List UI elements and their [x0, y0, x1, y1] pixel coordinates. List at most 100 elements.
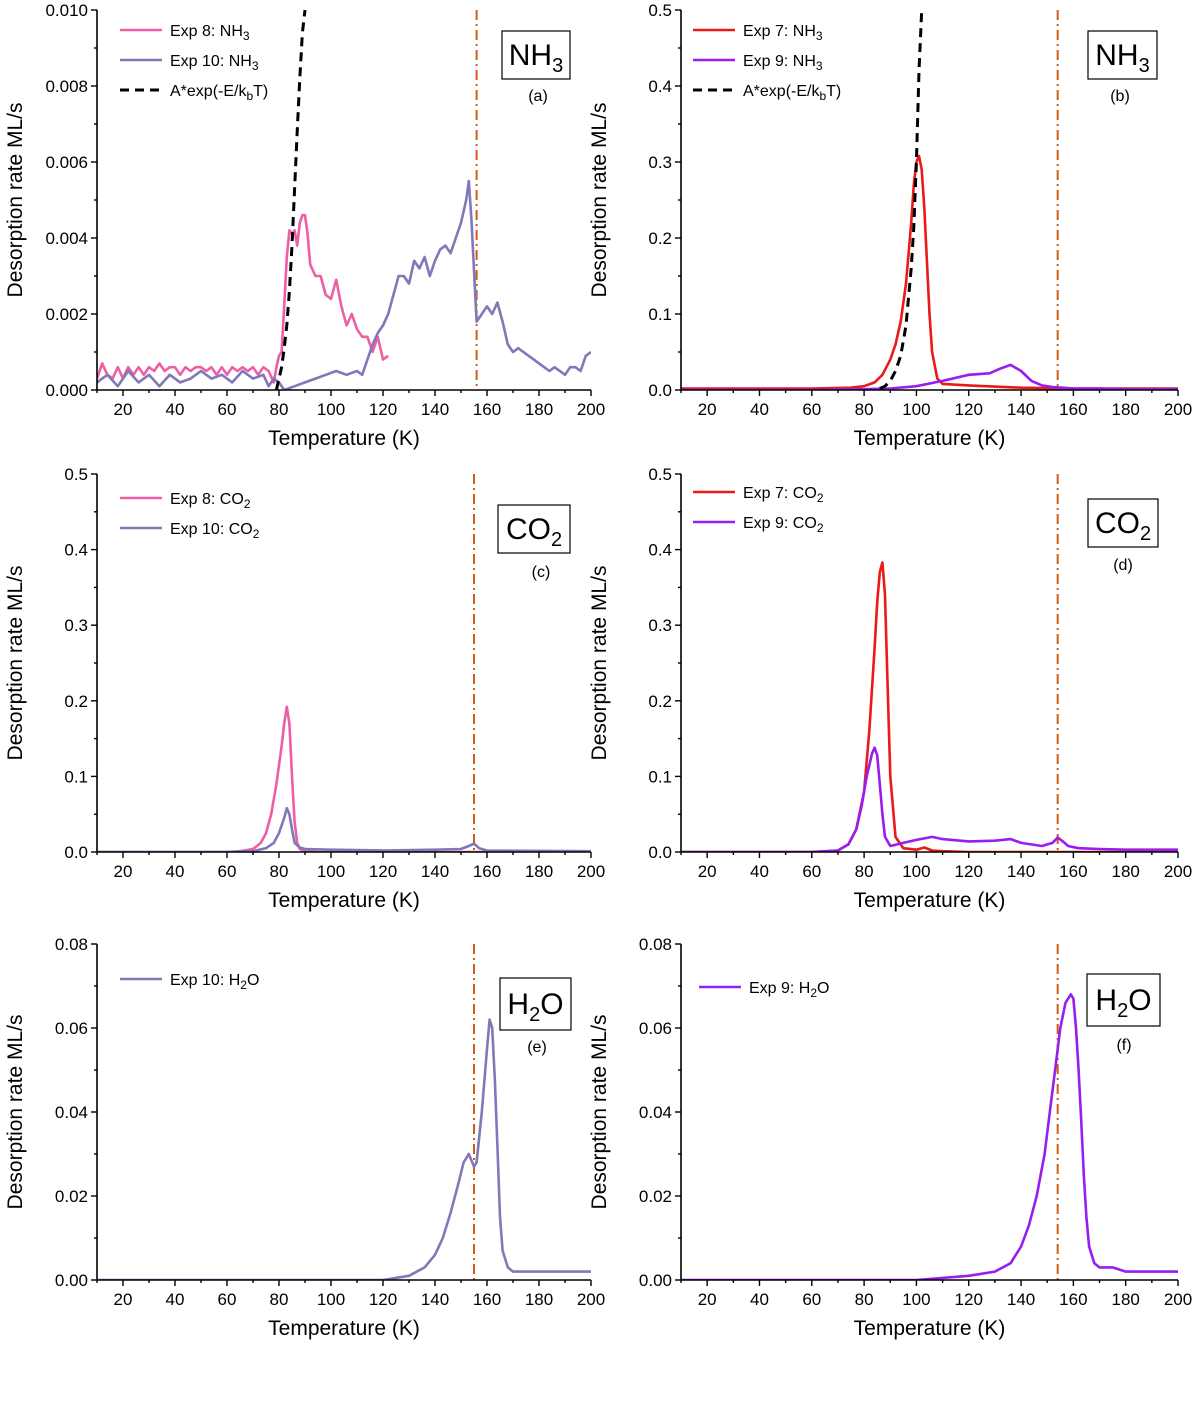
series-line-2: [879, 10, 924, 390]
legend: Exp 8: CO2 Exp 10: CO2: [120, 491, 260, 541]
y-tick-label: 0.06: [55, 1019, 88, 1038]
series-line-1: [97, 179, 591, 390]
x-tick-label: 40: [750, 862, 769, 881]
x-tick-label: 180: [1111, 400, 1139, 419]
x-tick-label: 60: [218, 862, 237, 881]
series-line-0: [97, 213, 389, 384]
x-tick-label: 20: [114, 1290, 133, 1309]
y-tick-label: 0.4: [648, 541, 672, 560]
y-tick-label: 0.2: [648, 692, 672, 711]
y-tick-label: 0.04: [639, 1103, 672, 1122]
x-tick-label: 180: [525, 862, 553, 881]
x-tick-label: 40: [166, 862, 185, 881]
y-axis-title: Desorption rate ML/s: [4, 566, 27, 761]
y-tick-label: 0.02: [639, 1187, 672, 1206]
panel-letter: (a): [528, 88, 548, 105]
legend-label: Exp 7: CO2: [743, 485, 824, 505]
x-tick-label: 80: [855, 1290, 874, 1309]
y-tick-label: 0.5: [648, 465, 672, 484]
legend: Exp 8: NH3 Exp 10: NH3 A*exp(-E/kbT): [120, 23, 268, 103]
x-tick-label: 140: [1007, 400, 1035, 419]
series-line-1: [97, 806, 591, 852]
y-tick-label: 0.02: [55, 1187, 88, 1206]
x-tick-label: 80: [855, 862, 874, 881]
panel-letter: (d): [1113, 557, 1133, 574]
y-tick-label: 0.00: [55, 1271, 88, 1290]
y-tick-label: 0.000: [45, 381, 88, 400]
y-tick-label: 0.4: [64, 541, 88, 560]
y-tick-label: 0.3: [64, 616, 88, 635]
panel-letter: (c): [532, 564, 551, 581]
species-text: NH3: [509, 39, 563, 77]
x-tick-label: 40: [166, 400, 185, 419]
x-tick-label: 100: [902, 862, 930, 881]
legend-label: A*exp(-E/kbT): [743, 83, 841, 103]
x-tick-label: 100: [317, 862, 345, 881]
x-axis-title: Temperature (K): [854, 1317, 1006, 1340]
x-tick-label: 120: [955, 1290, 983, 1309]
x-tick-label: 60: [802, 400, 821, 419]
series-line-0: [681, 993, 1178, 1280]
x-tick-label: 40: [166, 1290, 185, 1309]
y-tick-label: 0.1: [648, 767, 672, 786]
y-tick-label: 0.3: [648, 153, 672, 172]
x-tick-label: 200: [577, 400, 605, 419]
series-line-0: [681, 154, 1178, 390]
legend-label: Exp 9: H2O: [749, 980, 830, 1000]
y-tick-label: 0.08: [55, 935, 88, 954]
species-label: H2O: [1086, 973, 1161, 1027]
species-label: H2O: [499, 977, 572, 1031]
x-tick-label: 80: [270, 862, 289, 881]
legend-label: Exp 10: H2O: [170, 972, 259, 992]
legend-label: Exp 10: CO2: [170, 521, 260, 541]
legend: Exp 7: NH3 Exp 9: NH3 A*exp(-E/kbT): [693, 23, 841, 103]
legend-label: Exp 9: NH3: [743, 53, 823, 73]
x-tick-label: 200: [1164, 862, 1192, 881]
x-tick-label: 200: [577, 1290, 605, 1309]
legend: Exp 10: H2O: [120, 972, 259, 992]
x-tick-label: 180: [1111, 1290, 1139, 1309]
y-tick-label: 0.08: [639, 935, 672, 954]
legend-label: Exp 7: NH3: [743, 23, 823, 43]
x-tick-label: 180: [1111, 862, 1139, 881]
x-tick-label: 100: [317, 1290, 345, 1309]
legend-label: Exp 9: CO2: [743, 515, 824, 535]
x-tick-label: 200: [1164, 1290, 1192, 1309]
y-tick-label: 0.008: [45, 77, 88, 96]
species-text: H2O: [1095, 984, 1151, 1022]
x-tick-label: 140: [1007, 1290, 1035, 1309]
x-tick-label: 180: [525, 1290, 553, 1309]
x-tick-label: 40: [750, 1290, 769, 1309]
x-tick-label: 80: [855, 400, 874, 419]
species-text: H2O: [507, 988, 563, 1026]
x-tick-label: 200: [577, 862, 605, 881]
x-tick-label: 60: [802, 1290, 821, 1309]
y-tick-label: 0.2: [648, 229, 672, 248]
x-tick-label: 40: [750, 400, 769, 419]
x-tick-label: 100: [902, 400, 930, 419]
x-tick-label: 180: [525, 400, 553, 419]
x-tick-label: 60: [802, 862, 821, 881]
y-tick-label: 0.3: [648, 616, 672, 635]
species-label: CO2: [1087, 498, 1159, 548]
series-line-0: [681, 561, 1178, 852]
x-tick-label: 60: [218, 1290, 237, 1309]
y-tick-label: 0.004: [45, 229, 88, 248]
series-line-1: [681, 363, 1178, 390]
species-label: CO2: [497, 504, 571, 554]
chart-panel-a: 20 40 60 80 100 120 140 160 180 200 0.000 0.002 0.00…: [4, 1, 605, 450]
y-axis-title: Desorption rate ML/s: [4, 1015, 27, 1210]
x-tick-label: 140: [1007, 862, 1035, 881]
x-tick-label: 120: [369, 862, 397, 881]
x-tick-label: 20: [698, 400, 717, 419]
chart-panel-e: 20 40 60 80 100 120 140 160 180 200 0.00 0.02 0.04 0.…: [4, 935, 605, 1340]
x-tick-label: 100: [902, 1290, 930, 1309]
x-axis-title: Temperature (K): [854, 889, 1006, 912]
x-tick-label: 100: [317, 400, 345, 419]
series-line-1: [681, 746, 1178, 852]
x-tick-label: 20: [114, 862, 133, 881]
x-tick-label: 60: [218, 400, 237, 419]
species-text: CO2: [1095, 507, 1151, 545]
chart-panel-f: 20 40 60 80 100 120 140 160 180 200 0.00 0.02 0.04 0.…: [588, 935, 1192, 1340]
series-line-0: [97, 1018, 591, 1280]
